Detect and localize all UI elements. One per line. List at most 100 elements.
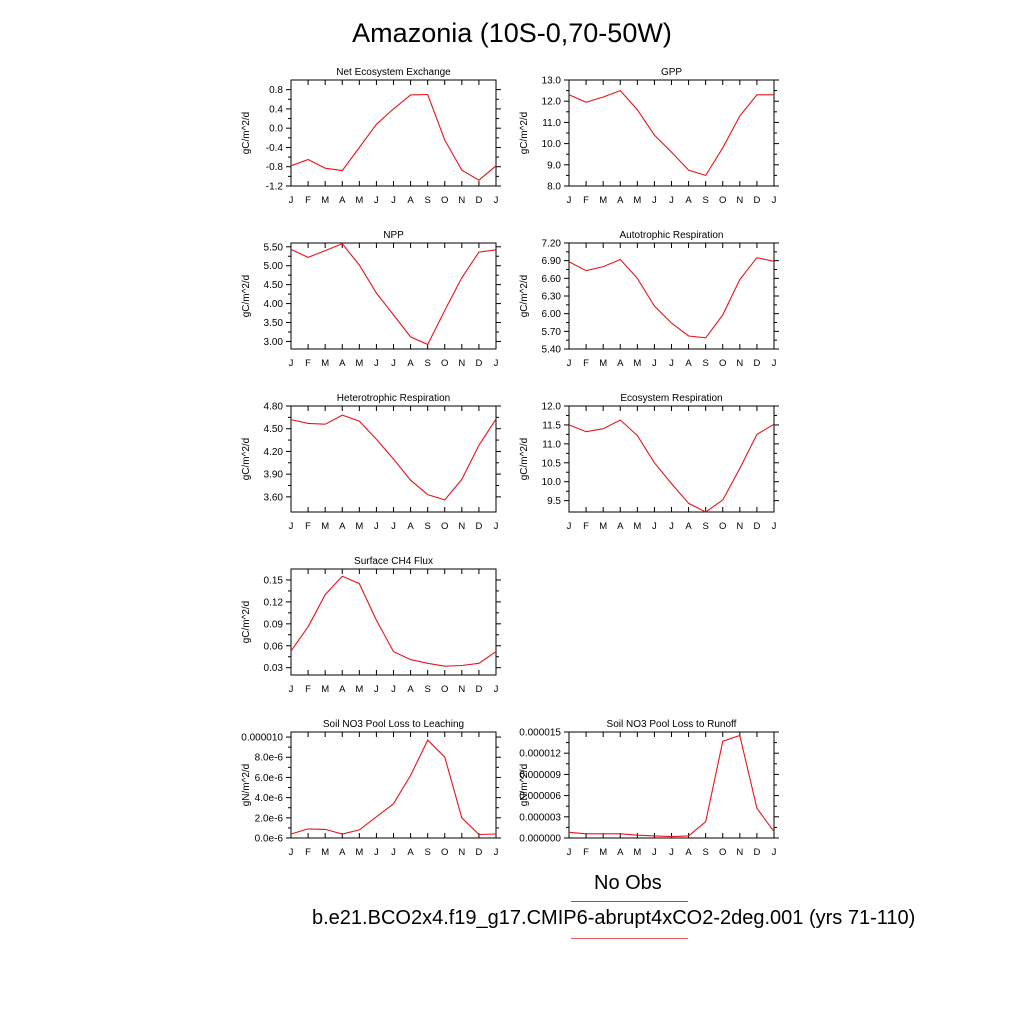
x-tick-label: S — [702, 195, 708, 206]
plot-frame — [568, 405, 775, 513]
x-tick-label: O — [441, 684, 448, 695]
series-line-0 — [290, 414, 497, 501]
x-tick-label: J — [374, 684, 379, 695]
y-axis-label: gC/m^2/d — [241, 601, 252, 644]
x-tick-label: O — [441, 521, 448, 532]
x-tick-label: N — [736, 195, 743, 206]
x-tick-label: S — [424, 358, 430, 369]
x-tick-label: O — [719, 847, 726, 858]
plot-frame — [290, 242, 497, 350]
y-axis-label: gN/m^2/d — [519, 764, 530, 807]
series-line-0 — [290, 93, 497, 181]
panel-title: Net Ecosystem Exchange — [336, 67, 451, 78]
x-tick-label: J — [494, 684, 499, 695]
y-tick-label: 5.00 — [264, 261, 284, 272]
x-tick-label: J — [669, 847, 674, 858]
x-tick-label: J — [374, 195, 379, 206]
x-tick-label: J — [289, 684, 294, 695]
x-tick-label: A — [339, 684, 346, 695]
x-tick-label: F — [583, 358, 589, 369]
x-tick-label: D — [753, 358, 760, 369]
x-tick-label: A — [617, 847, 624, 858]
y-tick-label: 0.06 — [264, 641, 284, 652]
x-tick-label: J — [652, 521, 657, 532]
x-tick-label: J — [652, 358, 657, 369]
x-tick-label: D — [475, 358, 482, 369]
x-tick-label: A — [617, 521, 624, 532]
x-tick-label: J — [567, 195, 572, 206]
x-tick-label: M — [321, 847, 329, 858]
x-tick-label: F — [305, 358, 311, 369]
x-tick-label: A — [685, 847, 692, 858]
x-tick-label: M — [355, 847, 363, 858]
x-tick-label: J — [669, 358, 674, 369]
x-tick-label: A — [339, 521, 346, 532]
legend-obs-line — [571, 901, 688, 902]
x-tick-label: D — [475, 684, 482, 695]
panel-title: GPP — [661, 67, 682, 78]
x-tick-label: M — [599, 195, 607, 206]
x-tick-label: S — [424, 521, 430, 532]
x-tick-label: A — [407, 847, 414, 858]
x-tick-label: O — [441, 358, 448, 369]
y-tick-label: 4.00 — [264, 299, 284, 310]
plot-frame — [290, 568, 497, 676]
panel-title: Heterotrophic Respiration — [337, 393, 450, 404]
legend-model-label: b.e21.BCO2x4.f19_g17.CMIP6-abrupt4xCO2-2… — [312, 907, 916, 929]
panel-title: NPP — [383, 230, 404, 241]
x-tick-label: S — [702, 521, 708, 532]
x-tick-label: A — [685, 195, 692, 206]
x-tick-label: F — [305, 684, 311, 695]
x-tick-label: M — [599, 521, 607, 532]
x-tick-label: M — [633, 847, 641, 858]
x-tick-label: M — [321, 358, 329, 369]
series-line-0 — [568, 734, 775, 838]
y-tick-label: 6.00 — [542, 309, 562, 320]
plot-frame — [568, 242, 775, 350]
x-tick-label: A — [407, 358, 414, 369]
y-axis-label: gC/m^2/d — [519, 275, 530, 318]
series-line-0 — [568, 89, 774, 177]
legend-model-line — [571, 938, 688, 939]
y-tick-label: 9.0 — [547, 160, 561, 171]
y-tick-label: 0.15 — [264, 575, 284, 586]
y-tick-label: 3.60 — [264, 492, 284, 503]
x-tick-label: J — [567, 521, 572, 532]
panel-title: Soil NO3 Pool Loss to Leaching — [323, 719, 464, 730]
y-tick-label: 0.000010 — [241, 733, 283, 744]
y-tick-label: 0.03 — [264, 663, 284, 674]
x-tick-label: M — [599, 358, 607, 369]
x-tick-label: J — [772, 521, 777, 532]
y-tick-label: 4.20 — [264, 447, 284, 458]
y-tick-label: 3.90 — [264, 470, 284, 481]
y-tick-label: 0.000012 — [519, 749, 561, 760]
x-tick-label: N — [458, 195, 465, 206]
y-tick-label: 4.0e-6 — [255, 793, 284, 804]
y-tick-label: -0.8 — [266, 162, 284, 173]
series-line-0 — [568, 419, 775, 513]
x-tick-label: F — [305, 521, 311, 532]
y-tick-label: 0.12 — [264, 597, 284, 608]
y-tick-label: 9.5 — [547, 496, 561, 507]
x-tick-label: M — [355, 195, 363, 206]
y-axis-label: gN/m^2/d — [241, 764, 252, 807]
x-tick-label: J — [494, 358, 499, 369]
x-tick-label: S — [702, 358, 708, 369]
series-line-0 — [290, 243, 497, 346]
y-tick-label: 4.50 — [264, 280, 284, 291]
x-tick-label: J — [391, 521, 396, 532]
x-tick-label: J — [772, 195, 777, 206]
y-axis-label: gC/m^2/d — [241, 275, 252, 318]
x-tick-label: M — [355, 358, 363, 369]
x-tick-label: J — [567, 358, 572, 369]
x-tick-label: M — [355, 521, 363, 532]
x-tick-label: J — [652, 195, 657, 206]
x-tick-label: D — [753, 195, 760, 206]
x-tick-label: F — [583, 847, 589, 858]
y-tick-label: 0.4 — [269, 104, 283, 115]
